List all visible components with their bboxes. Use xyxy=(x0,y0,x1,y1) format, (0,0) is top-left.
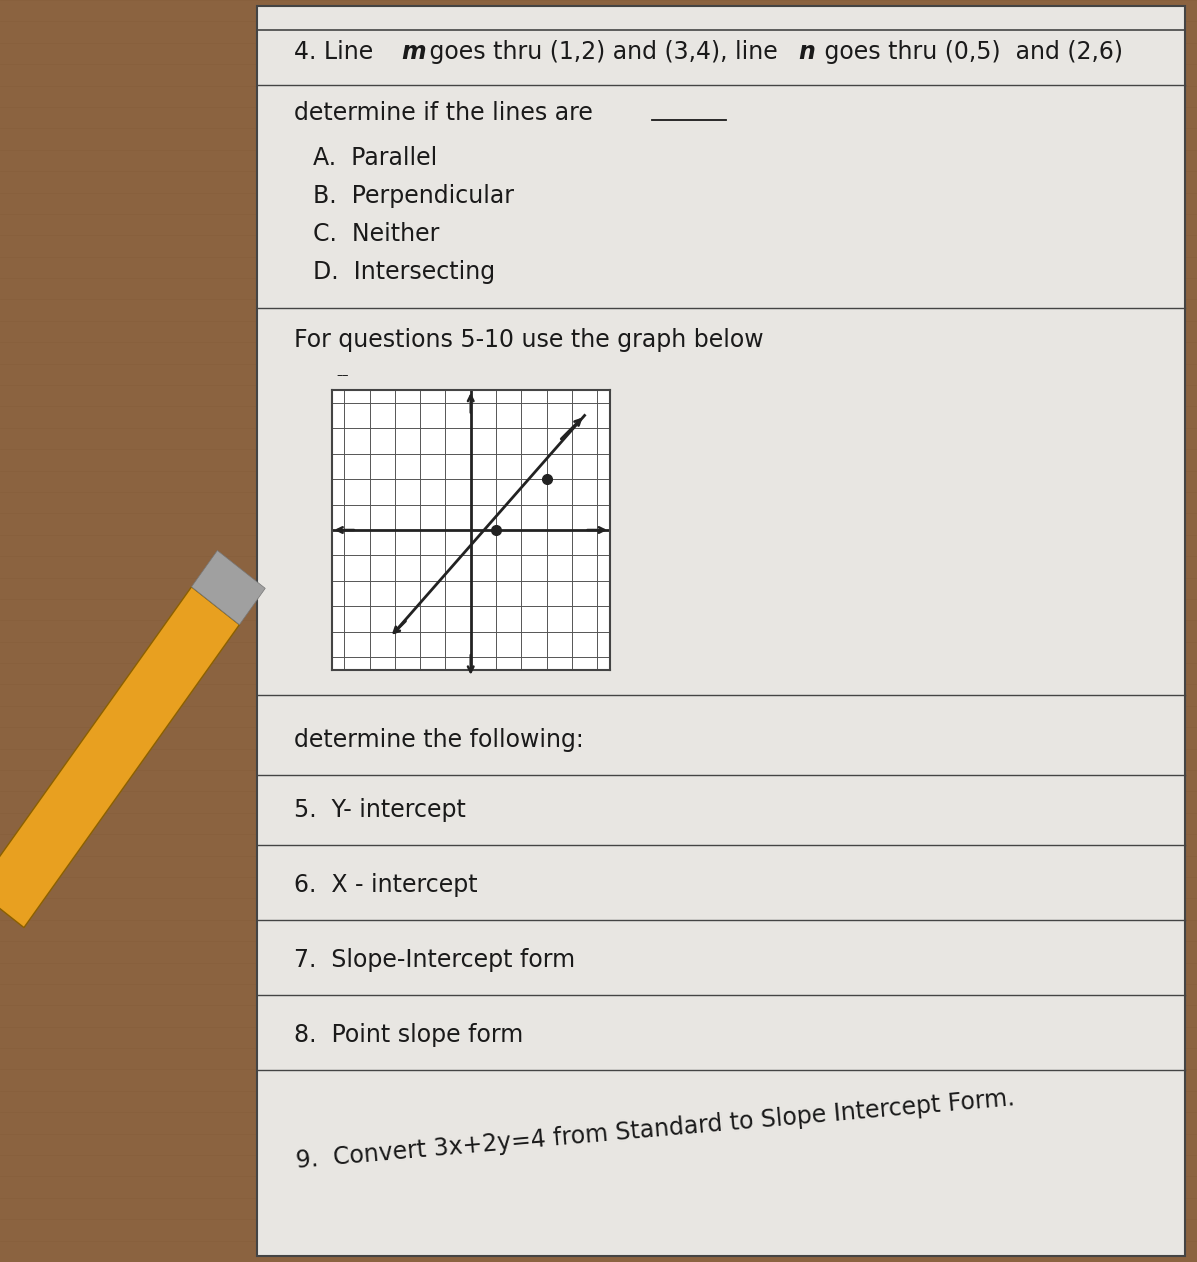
Text: A.  Parallel: A. Parallel xyxy=(314,146,437,170)
Text: 6.  X - intercept: 6. X - intercept xyxy=(294,873,478,897)
FancyBboxPatch shape xyxy=(257,6,1185,1256)
Text: 9.  Convert 3x+2y=4 from Standard to Slope Intercept Form.: 9. Convert 3x+2y=4 from Standard to Slop… xyxy=(294,1087,1015,1174)
Text: goes thru (1,2) and (3,4), line: goes thru (1,2) and (3,4), line xyxy=(423,40,785,64)
Text: 7.  Slope-Intercept form: 7. Slope-Intercept form xyxy=(294,948,576,972)
Text: m: m xyxy=(401,40,426,64)
Text: determine the following:: determine the following: xyxy=(294,728,584,752)
Text: For questions 5-10 use the graph below: For questions 5-10 use the graph below xyxy=(294,328,764,352)
Text: determine if the lines are: determine if the lines are xyxy=(294,101,594,125)
Text: C.  Neither: C. Neither xyxy=(314,222,439,246)
Text: ––: –– xyxy=(336,370,348,382)
Text: 8.  Point slope form: 8. Point slope form xyxy=(294,1023,524,1047)
Text: goes thru (0,5)  and (2,6): goes thru (0,5) and (2,6) xyxy=(816,40,1123,64)
Text: n: n xyxy=(798,40,815,64)
Text: 4. Line: 4. Line xyxy=(294,40,381,64)
Polygon shape xyxy=(192,550,266,625)
Text: D.  Intersecting: D. Intersecting xyxy=(314,260,496,284)
Text: B.  Perpendicular: B. Perpendicular xyxy=(314,184,514,208)
Polygon shape xyxy=(0,587,239,928)
Text: 5.  Y- intercept: 5. Y- intercept xyxy=(294,798,467,822)
